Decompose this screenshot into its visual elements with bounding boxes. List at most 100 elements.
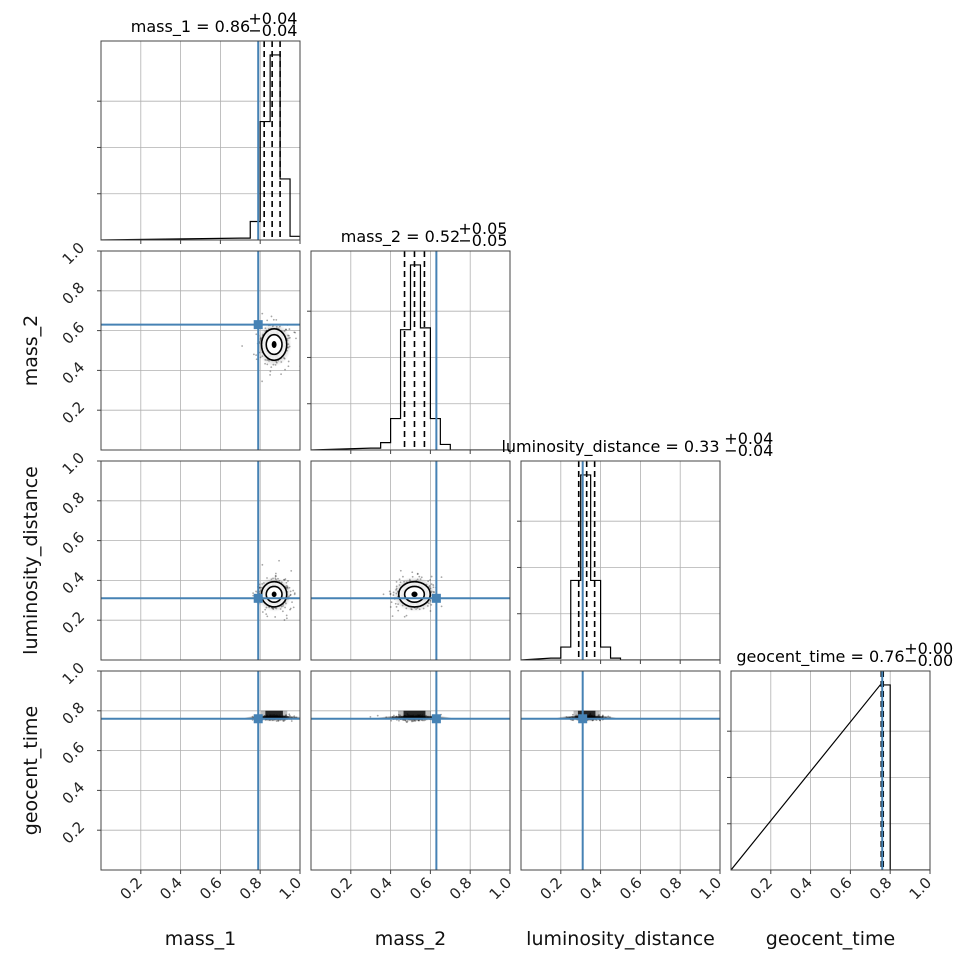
sample-point [405,614,408,617]
sample-point [290,720,293,722]
x-tick-label-geocent_time: 0.6 [826,874,856,904]
panel-mass_1-geocent_time [97,670,301,874]
y-tick-label-geocent_time: 0.8 [59,698,89,728]
histogram-bar [381,443,391,450]
panel-frame [100,40,301,241]
sample-point [285,614,288,617]
title-mass_2: mass_2 = 0.52+0.05−0.05 [341,219,508,250]
title-value: mass_2 = 0.52 [341,227,460,247]
y-tick-label-mass_2: 0.6 [59,318,89,348]
x-tick-label-geocent_time: 1.0 [906,874,936,904]
sample-point [274,616,277,618]
sample-point [429,610,432,612]
density-mass_1-geocent_time [244,710,300,723]
sample-point [397,609,400,612]
histogram-mass_1 [101,41,300,240]
panel-frame [100,670,301,871]
title-mass_1: mass_1 = 0.86+0.04−0.04 [131,9,298,40]
sample-point [287,580,289,582]
density-peak [265,710,283,718]
sample-point [266,319,269,322]
histogram-bar [391,419,401,450]
y-tick-label-mass_2: 0.4 [59,358,89,388]
sample-point [301,355,303,357]
y-tick-label-mass_2: 0.8 [59,278,89,308]
truth-luminosity_distance-geocent_time [521,671,720,870]
sample-point [261,563,264,566]
sample-point [269,370,272,373]
panel-frame [310,670,511,871]
title-error-minus: −0.04 [724,441,773,460]
sample-point [265,613,268,615]
sample-point [284,368,286,371]
density-peak [411,591,418,598]
gridlines-mass_2-luminosity_distance [311,461,510,660]
histogram-step-geocent_time [731,684,930,870]
x-tick-label-mass_1: 0.2 [116,874,146,904]
histogram-bar [280,179,290,240]
x-tick-label-luminosity_distance: 1.0 [696,874,726,904]
sample-point [398,578,401,581]
title-value: geocent_time = 0.76 [736,647,904,667]
histogram-luminosity_distance [521,461,720,660]
x-tick-label-luminosity_distance: 0.2 [536,874,566,904]
y-tick-label-luminosity_distance: 1.0 [59,449,89,479]
sample-point [429,579,432,581]
sample-point [601,714,604,717]
sample-point [261,611,264,613]
gridlines-mass_1 [101,41,300,240]
x-tick-label-mass_2: 0.6 [406,874,436,904]
sample-point [293,593,296,596]
truth-marker [253,320,263,330]
sample-point [274,575,277,577]
x-tick-label-luminosity_distance: 0.8 [656,874,686,904]
y-tick-label-geocent_time: 0.4 [59,778,89,808]
truth-marker [253,593,263,603]
sample-point [430,575,433,578]
sample-point [440,576,443,579]
y-tick-label-luminosity_distance: 0.2 [59,608,89,638]
sample-point [280,373,282,376]
sample-point [269,374,271,376]
sample-point [390,719,393,722]
sample-point [376,714,379,717]
title-error-plus: +0.04 [724,429,773,448]
title-error-minus: −0.05 [458,231,507,250]
sample-point [289,608,291,611]
sample-point [292,606,295,609]
histogram-bar [260,122,270,240]
x-tick-label-geocent_time: 0.2 [746,874,776,904]
sample-point [395,580,398,583]
x-tick-label-mass_1: 0.4 [156,874,186,904]
sample-point [369,715,372,718]
sample-point [288,713,291,716]
truth-marker [431,593,441,603]
y-tick-label-mass_2: 0.2 [59,398,89,428]
panel-frame [100,250,301,451]
histogram-step-mass_1 [101,54,300,240]
panel-frame [730,670,931,871]
x-tick-label-mass_1: 0.6 [196,874,226,904]
gridlines-luminosity_distance [521,461,720,660]
gridlines-geocent_time [731,671,930,870]
sample-point [402,575,404,578]
panel-geocent_time [727,670,931,874]
title-error-minus: −0.00 [904,651,953,670]
sample-point [274,575,277,577]
sample-point [293,331,296,334]
title-error-plus: +0.04 [248,9,297,28]
sample-point [292,589,295,592]
sample-point [272,318,275,321]
histogram-bar [420,328,430,450]
sample-point [261,312,264,315]
x-tick-label-mass_2: 1.0 [486,874,516,904]
y-tick-label-geocent_time: 1.0 [59,659,89,689]
density-mass_1-luminosity_distance [252,559,296,621]
x-tick-label-mass_1: 0.8 [236,874,266,904]
sample-point [261,380,263,383]
sample-point [287,360,290,363]
density-peak [271,341,277,349]
panel-frame [100,460,301,661]
truth-mass_1-luminosity_distance [101,461,300,660]
